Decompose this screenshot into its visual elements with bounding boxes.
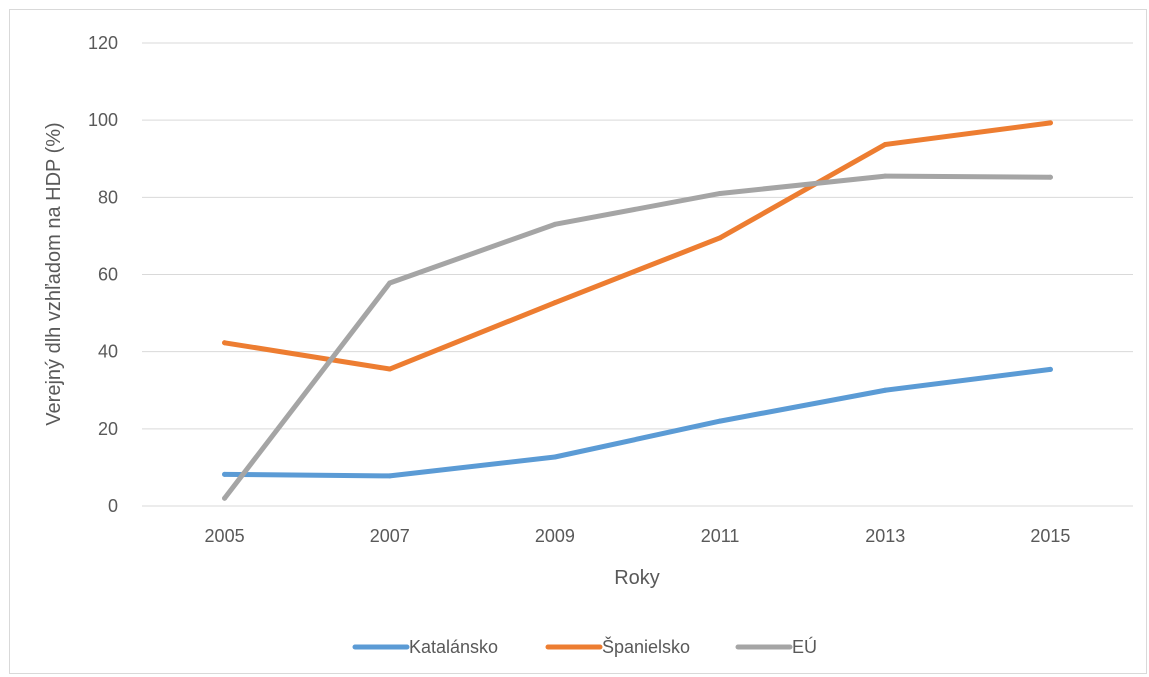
data-point bbox=[222, 495, 228, 501]
y-tick-label: 120 bbox=[88, 33, 118, 53]
y-axis-ticks: 0 20 40 60 80 100 120 bbox=[88, 33, 118, 516]
x-axis-title: Roky bbox=[614, 567, 660, 589]
data-point bbox=[552, 454, 558, 460]
series-line-katalansko bbox=[222, 366, 1053, 479]
data-point bbox=[387, 473, 393, 479]
data-point bbox=[1047, 120, 1053, 126]
x-tick-label: 2007 bbox=[370, 526, 410, 546]
gridlines bbox=[142, 42, 1133, 507]
x-tick-label: 2005 bbox=[205, 526, 245, 546]
data-point bbox=[882, 387, 888, 393]
data-point bbox=[222, 471, 228, 477]
legend-item: EÚ bbox=[735, 636, 817, 657]
data-point bbox=[387, 280, 393, 286]
y-tick-label: 40 bbox=[98, 342, 118, 362]
y-tick-label: 20 bbox=[98, 419, 118, 439]
series-line-eu bbox=[222, 173, 1053, 501]
legend-label: Katalánsko bbox=[409, 637, 498, 657]
x-tick-label: 2009 bbox=[535, 526, 575, 546]
x-axis-ticks: 2005 2007 2009 2011 2013 2015 bbox=[205, 526, 1071, 546]
y-tick-label: 0 bbox=[108, 496, 118, 516]
data-point bbox=[717, 418, 723, 424]
legend-label: EÚ bbox=[792, 636, 817, 657]
y-tick-label: 60 bbox=[98, 265, 118, 285]
y-axis-title: Verejný dlh vzhľadom na HDP (%) bbox=[43, 122, 65, 425]
x-tick-label: 2015 bbox=[1030, 526, 1070, 546]
x-tick-label: 2011 bbox=[701, 526, 740, 546]
data-point bbox=[387, 366, 393, 372]
data-point bbox=[717, 235, 723, 241]
data-point bbox=[1047, 366, 1053, 372]
series-lines bbox=[222, 120, 1053, 501]
data-point bbox=[717, 190, 723, 196]
legend-item: Katalánsko bbox=[352, 637, 498, 657]
y-tick-label: 80 bbox=[98, 187, 118, 207]
y-tick-label: 100 bbox=[88, 110, 118, 130]
data-point bbox=[1047, 174, 1053, 180]
legend: Katalánsko Španielsko EÚ bbox=[352, 636, 817, 657]
series-spanielsko bbox=[222, 120, 1053, 372]
series-eu bbox=[222, 173, 1053, 501]
chart-area bbox=[9, 9, 1147, 674]
series-line-spanielsko bbox=[222, 120, 1053, 372]
x-tick-label: 2013 bbox=[865, 526, 905, 546]
data-point bbox=[882, 173, 888, 179]
data-point bbox=[552, 300, 558, 306]
legend-item: Španielsko bbox=[545, 636, 690, 657]
data-point bbox=[222, 340, 228, 346]
legend-label: Španielsko bbox=[602, 636, 690, 657]
series-katalansko bbox=[222, 366, 1053, 479]
data-point bbox=[552, 221, 558, 227]
data-point bbox=[882, 141, 888, 147]
